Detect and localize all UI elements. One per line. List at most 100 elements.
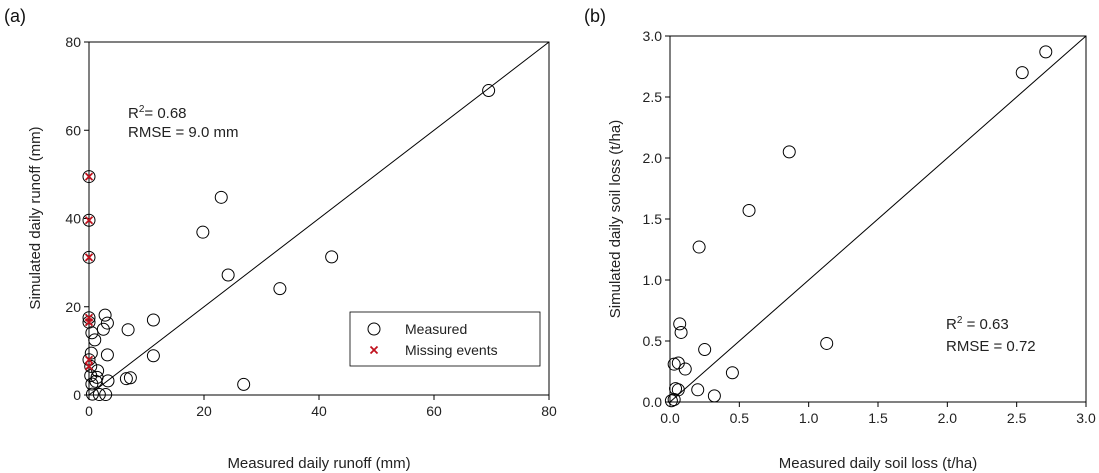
measured-point — [707, 389, 721, 403]
panel-b-one-to-one-line — [669, 35, 1087, 403]
y-tick-label: 0.5 — [643, 333, 663, 349]
panel-b-x-axis-label: Measured daily soil loss (t/ha) — [779, 455, 977, 472]
measured-point — [85, 377, 99, 391]
x-tick-label: 1.5 — [868, 410, 888, 426]
missing-event-point — [84, 172, 94, 181]
panel-b-rmse-annotation: RMSE = 0.72 — [946, 338, 1036, 355]
panel-a-rmse-annotation: RMSE = 9.0 mm — [128, 124, 238, 141]
panel-a-legend: Measured Missing events — [349, 311, 541, 367]
measured-point — [782, 145, 796, 159]
measured-point — [671, 356, 685, 370]
measured-point — [90, 370, 104, 384]
panel-a-y-ticks: 0 20 40 60 80 — [65, 34, 89, 403]
measured-point — [725, 366, 739, 380]
x-tick-label: 3.0 — [1076, 410, 1096, 426]
panel-a-x-axis-label: Measured daily runoff (mm) — [227, 455, 410, 472]
y-tick-label: 0.0 — [643, 394, 663, 410]
missing-event-point — [84, 216, 94, 225]
y-tick-label: 40 — [65, 211, 81, 227]
measured-point — [98, 308, 112, 322]
measured-point — [196, 225, 210, 239]
y-tick-label: 1.0 — [643, 272, 663, 288]
panel-b-r2-annotation: R2 = 0.63 — [946, 315, 1009, 333]
measured-point — [691, 383, 705, 397]
y-tick-label: 60 — [65, 122, 81, 138]
measured-point — [82, 311, 96, 325]
missing-event-point — [84, 362, 94, 371]
x-tick-label: 60 — [426, 403, 442, 419]
panel-a-label: (a) — [4, 6, 26, 26]
x-tick-label: 20 — [196, 403, 212, 419]
measured-point — [123, 371, 137, 385]
measured-point — [82, 250, 96, 264]
x-tick-label: 0 — [85, 403, 93, 419]
measured-point — [221, 268, 235, 282]
panel-b-soil-loss: (b) 0.0 0.5 1.0 1.5 2.0 2.5 3.0 0.0 0.5 1.0 1.5 2.… — [584, 6, 1096, 472]
panel-b-y-axis-label: Simulated daily soil loss (t/ha) — [607, 120, 624, 318]
legend-box — [349, 311, 541, 367]
measured-point — [273, 282, 287, 296]
panel-a-x-ticks: 0 20 40 60 80 — [85, 395, 557, 419]
legend-measured-label: Measured — [405, 321, 467, 337]
legend-missing-marker — [369, 345, 379, 355]
panel-a-measured-points — [82, 84, 496, 402]
x-tick-label: 2.5 — [1007, 410, 1027, 426]
x-tick-label: 2.0 — [938, 410, 958, 426]
measured-point — [214, 190, 228, 204]
y-tick-label: 1.5 — [643, 211, 663, 227]
measured-point — [82, 213, 96, 227]
measured-point — [678, 362, 692, 376]
measured-point — [119, 372, 133, 386]
panel-a-runoff: (a) 0 20 40 60 80 0 20 40 60 80 Measured daily r… — [4, 6, 557, 472]
measured-point — [1039, 45, 1053, 59]
measured-point — [692, 240, 706, 254]
x-tick-label: 1.0 — [799, 410, 819, 426]
y-tick-label: 2.5 — [643, 89, 663, 105]
measured-point — [99, 388, 113, 402]
measured-point — [482, 84, 496, 98]
panel-b-points — [664, 45, 1053, 408]
legend-missing-label: Missing events — [405, 342, 498, 358]
measured-point — [698, 343, 712, 357]
x-tick-label: 80 — [541, 403, 557, 419]
y-tick-label: 3.0 — [643, 28, 663, 44]
missing-event-point — [84, 253, 94, 262]
measured-point — [96, 322, 110, 336]
y-tick-label: 20 — [65, 299, 81, 315]
x-tick-label: 0.0 — [660, 410, 680, 426]
measured-point — [92, 388, 106, 402]
panel-b-x-ticks: 0.0 0.5 1.0 1.5 2.0 2.5 3.0 — [660, 402, 1096, 426]
measured-point — [88, 333, 102, 347]
panel-b-y-ticks: 0.0 0.5 1.0 1.5 2.0 2.5 3.0 — [643, 28, 670, 410]
measured-point — [91, 364, 105, 378]
panel-a-y-axis-label: Simulated daily runoff (mm) — [27, 126, 44, 309]
y-tick-label: 80 — [65, 34, 81, 50]
panel-a-r2-annotation: R2= 0.68 — [128, 104, 187, 122]
measured-point — [664, 394, 678, 408]
y-tick-label: 2.0 — [643, 150, 663, 166]
measured-point — [673, 317, 687, 331]
measured-point — [85, 387, 99, 401]
measured-point — [82, 315, 96, 329]
measured-point — [325, 250, 339, 264]
measured-point — [146, 349, 160, 363]
panel-b-label: (b) — [584, 6, 606, 26]
panel-a-one-to-one-line — [88, 41, 550, 396]
measured-point — [742, 203, 756, 217]
x-tick-label: 40 — [311, 403, 327, 419]
x-tick-label: 0.5 — [730, 410, 750, 426]
missing-event-point — [84, 355, 94, 364]
measured-point — [820, 336, 834, 350]
measured-point — [237, 377, 251, 391]
panel-a-missing-points — [84, 172, 94, 371]
measured-point — [82, 170, 96, 184]
y-tick-label: 0 — [73, 387, 81, 403]
measured-point — [100, 348, 114, 362]
legend-measured-marker — [367, 322, 381, 336]
measured-point — [85, 326, 99, 340]
measured-point — [84, 346, 98, 360]
measured-point — [1015, 66, 1029, 80]
measured-point — [146, 313, 160, 327]
missing-event-point — [84, 318, 94, 327]
